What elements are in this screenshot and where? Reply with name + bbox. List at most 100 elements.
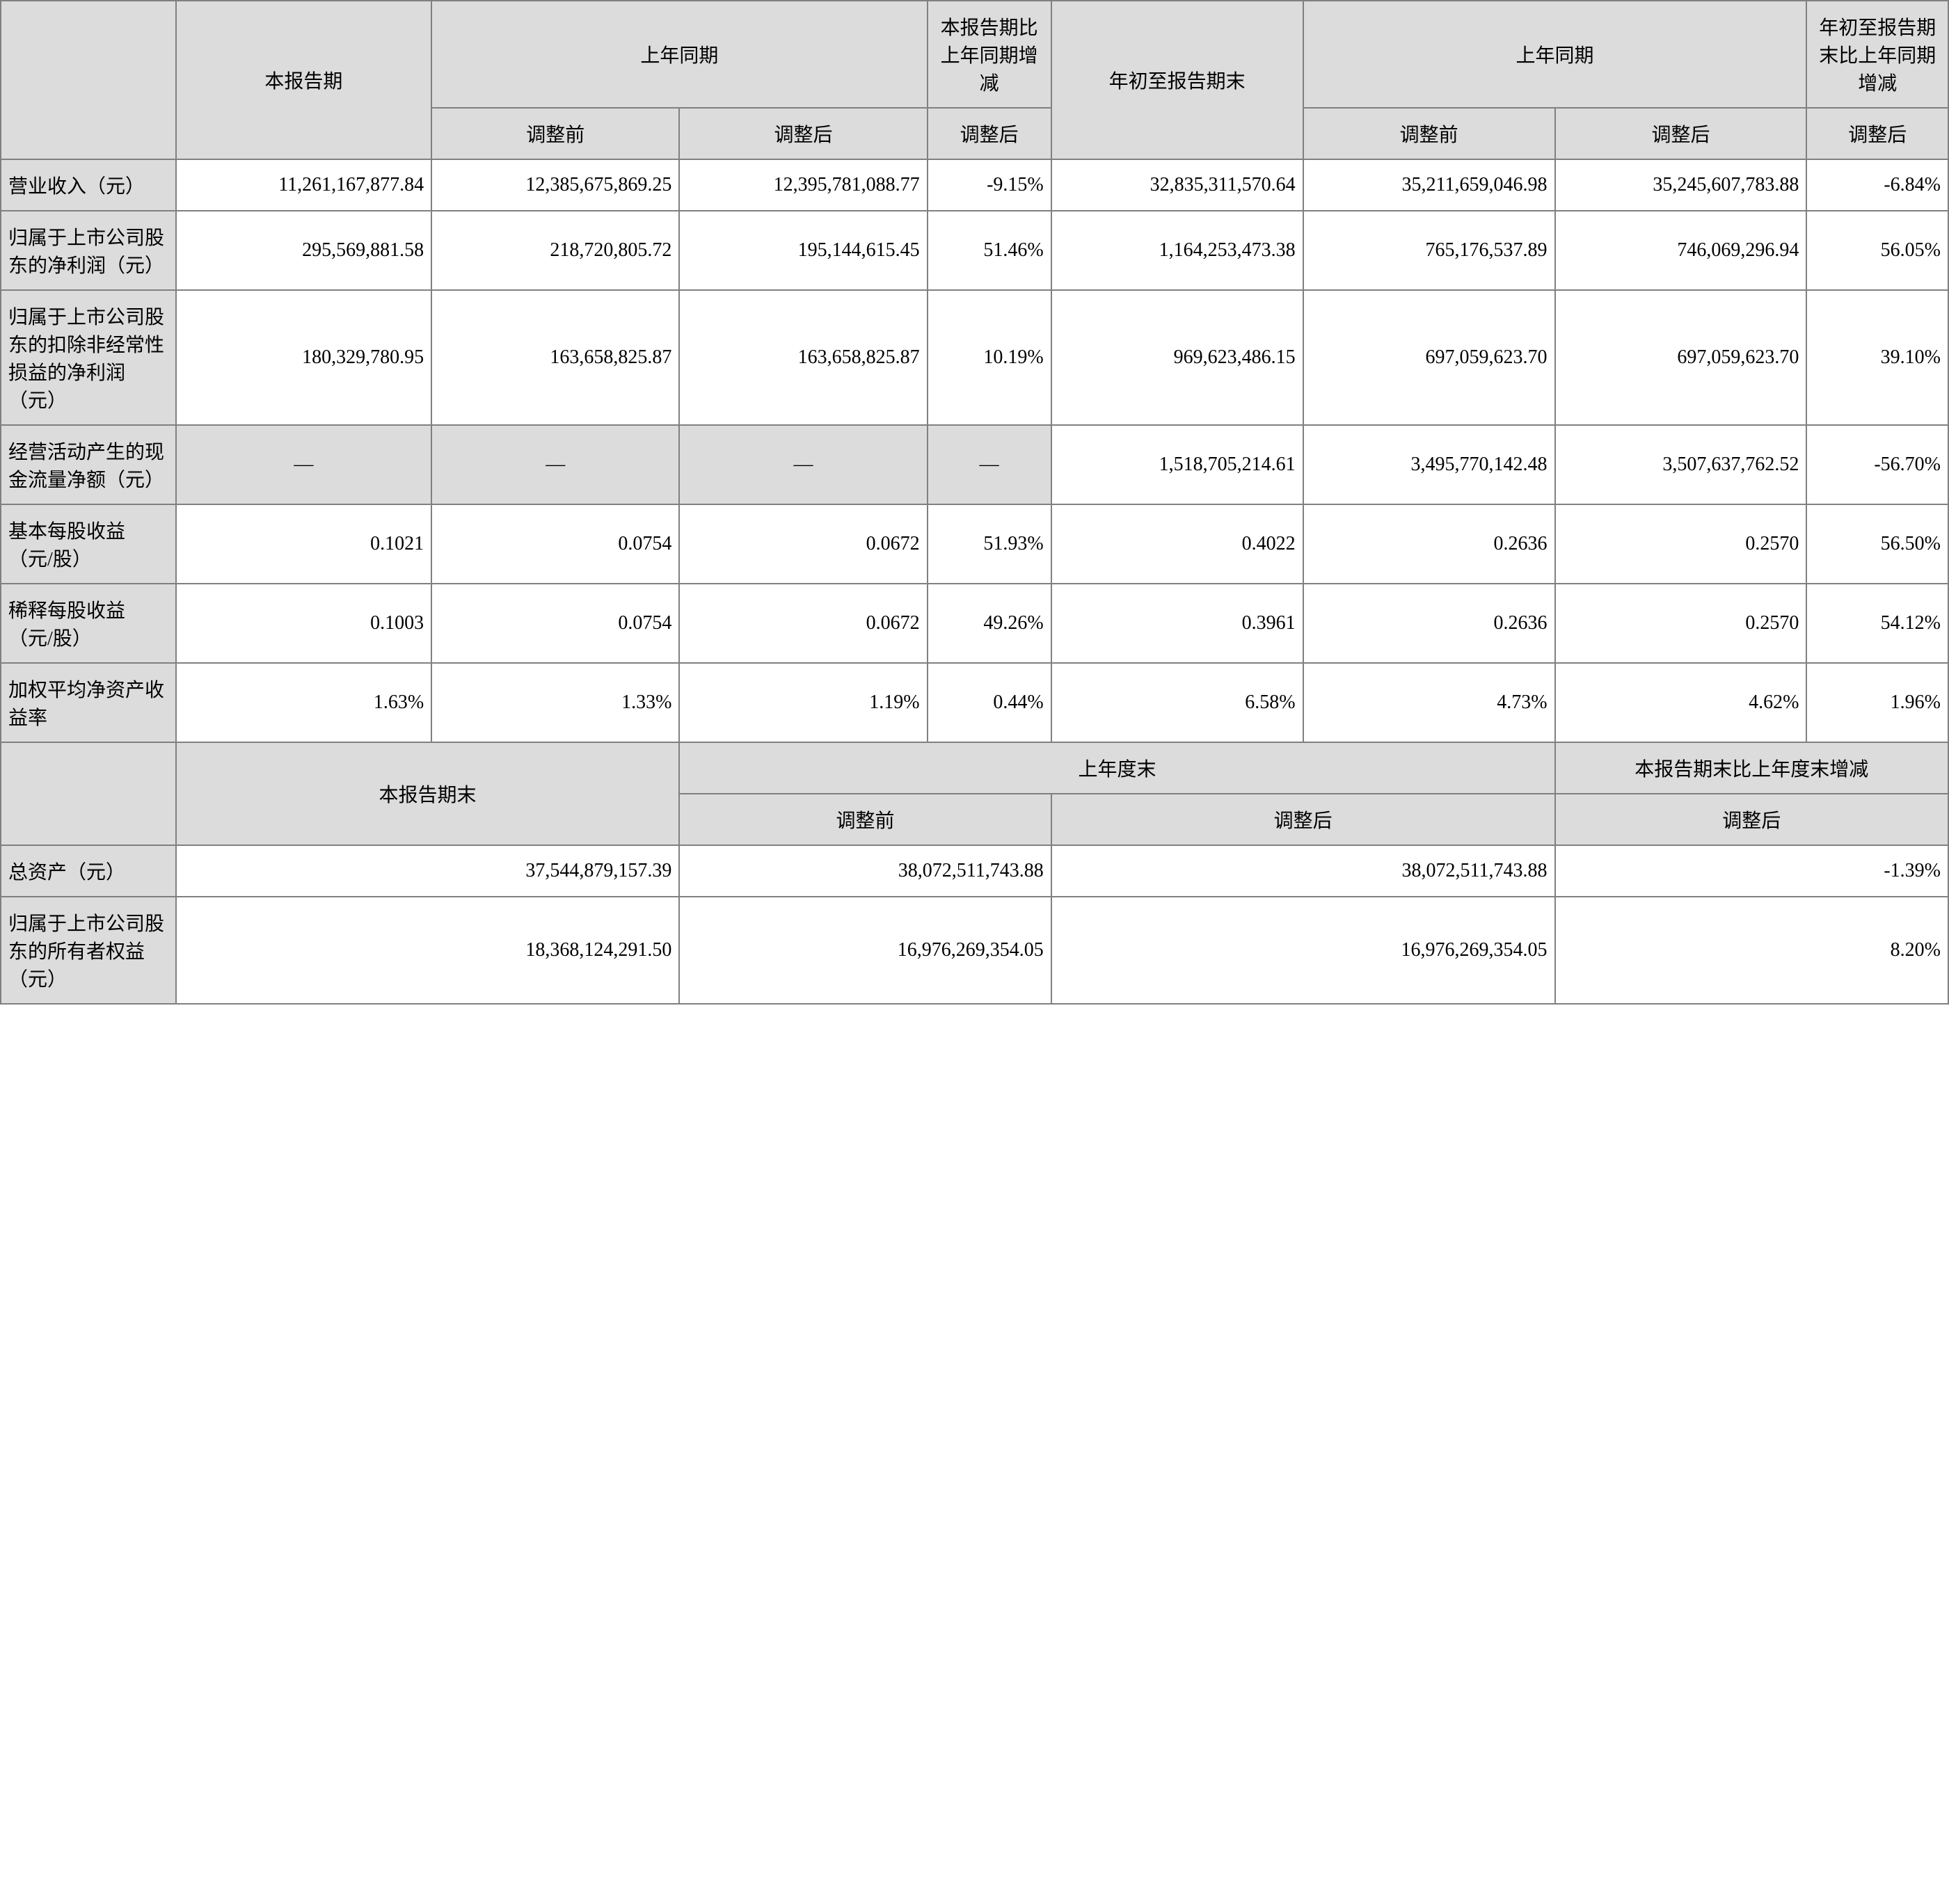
row-label: 基本每股收益（元/股）: [1, 504, 176, 584]
cell: 0.1021: [176, 504, 432, 584]
row-label: 稀释每股收益（元/股）: [1, 584, 176, 663]
cell: 0.0672: [679, 584, 927, 663]
cell: 49.26%: [928, 584, 1051, 663]
table-row: 归属于上市公司股东的扣除非经常性损益的净利润（元） 180,329,780.95…: [1, 290, 1948, 425]
table-body-1: 营业收入（元） 11,261,167,877.84 12,385,675,869…: [1, 159, 1948, 742]
cell: 0.2570: [1555, 504, 1807, 584]
cell: 3,495,770,142.48: [1303, 425, 1555, 504]
row-label: 加权平均净资产收益率: [1, 663, 176, 742]
cell: 0.3961: [1051, 584, 1303, 663]
row-label: 归属于上市公司股东的净利润（元）: [1, 211, 176, 290]
table-header-1: 本报告期 上年同期 本报告期比上年同期增减 年初至报告期末 上年同期 年初至报告…: [1, 1, 1948, 159]
header-current-period: 本报告期: [176, 1, 432, 159]
cell: 0.1003: [176, 584, 432, 663]
header-after-adj-6: 调整后: [1555, 794, 1948, 845]
table-row: 加权平均净资产收益率 1.63% 1.33% 1.19% 0.44% 6.58%…: [1, 663, 1948, 742]
table-row: 归属于上市公司股东的净利润（元） 295,569,881.58 218,720,…: [1, 211, 1948, 290]
cell: 1.63%: [176, 663, 432, 742]
cell-dash: —: [679, 425, 927, 504]
header-after-adj-2: 调整后: [928, 108, 1051, 159]
header-blank-2: [1, 742, 176, 845]
financial-table: 本报告期 上年同期 本报告期比上年同期增减 年初至报告期末 上年同期 年初至报告…: [0, 0, 1949, 1005]
cell-dash: —: [176, 425, 432, 504]
table-row: 稀释每股收益（元/股） 0.1003 0.0754 0.0672 49.26% …: [1, 584, 1948, 663]
cell: 218,720,805.72: [431, 211, 679, 290]
header-change-1: 本报告期比上年同期增减: [928, 1, 1051, 108]
cell: -9.15%: [928, 159, 1051, 211]
row-label: 营业收入（元）: [1, 159, 176, 211]
cell: 6.58%: [1051, 663, 1303, 742]
table-header-2: 本报告期末 上年度末 本报告期末比上年度末增减 调整前 调整后 调整后: [1, 742, 1948, 845]
cell: 0.2636: [1303, 504, 1555, 584]
cell: 56.50%: [1806, 504, 1948, 584]
row-label: 总资产（元）: [1, 845, 176, 897]
table-row: 总资产（元） 37,544,879,157.39 38,072,511,743.…: [1, 845, 1948, 897]
cell: 12,385,675,869.25: [431, 159, 679, 211]
cell: 1.19%: [679, 663, 927, 742]
header-change-3: 本报告期末比上年度末增减: [1555, 742, 1948, 794]
cell: 56.05%: [1806, 211, 1948, 290]
cell: 0.0754: [431, 584, 679, 663]
cell: 697,059,623.70: [1303, 290, 1555, 425]
row-label: 归属于上市公司股东的扣除非经常性损益的净利润（元）: [1, 290, 176, 425]
cell: -6.84%: [1806, 159, 1948, 211]
header-before-adj-1: 调整前: [431, 108, 679, 159]
table-body-2: 总资产（元） 37,544,879,157.39 38,072,511,743.…: [1, 845, 1948, 1004]
header-blank: [1, 1, 176, 159]
cell: 11,261,167,877.84: [176, 159, 432, 211]
header-end-period: 本报告期末: [176, 742, 680, 845]
cell: 163,658,825.87: [679, 290, 927, 425]
cell: 51.93%: [928, 504, 1051, 584]
header-prior-period-2: 上年同期: [1303, 1, 1807, 108]
header-before-adj-2: 调整前: [1303, 108, 1555, 159]
cell: 37,544,879,157.39: [176, 845, 680, 897]
cell-dash: —: [431, 425, 679, 504]
header-change-2: 年初至报告期末比上年同期增减: [1806, 1, 1948, 108]
cell: -56.70%: [1806, 425, 1948, 504]
header-after-adj-4: 调整后: [1806, 108, 1948, 159]
cell: 746,069,296.94: [1555, 211, 1807, 290]
cell: 32,835,311,570.64: [1051, 159, 1303, 211]
cell: 1,518,705,214.61: [1051, 425, 1303, 504]
cell: 3,507,637,762.52: [1555, 425, 1807, 504]
cell: 4.62%: [1555, 663, 1807, 742]
cell: 16,976,269,354.05: [1051, 897, 1555, 1004]
cell: 1,164,253,473.38: [1051, 211, 1303, 290]
cell: 18,368,124,291.50: [176, 897, 680, 1004]
cell: 12,395,781,088.77: [679, 159, 927, 211]
cell: 0.4022: [1051, 504, 1303, 584]
cell: 0.0754: [431, 504, 679, 584]
header-after-adj-1: 调整后: [679, 108, 927, 159]
cell: 0.2636: [1303, 584, 1555, 663]
header-after-adj-3: 调整后: [1555, 108, 1807, 159]
cell: 51.46%: [928, 211, 1051, 290]
table-row: 经营活动产生的现金流量净额（元） — — — — 1,518,705,214.6…: [1, 425, 1948, 504]
row-label: 归属于上市公司股东的所有者权益（元）: [1, 897, 176, 1004]
cell: 38,072,511,743.88: [679, 845, 1051, 897]
cell: 8.20%: [1555, 897, 1948, 1004]
cell: 0.2570: [1555, 584, 1807, 663]
cell: 54.12%: [1806, 584, 1948, 663]
cell: 16,976,269,354.05: [679, 897, 1051, 1004]
header-ytd: 年初至报告期末: [1051, 1, 1303, 159]
cell: 38,072,511,743.88: [1051, 845, 1555, 897]
row-label: 经营活动产生的现金流量净额（元）: [1, 425, 176, 504]
header-prior-period-1: 上年同期: [431, 1, 927, 108]
header-after-adj-5: 调整后: [1051, 794, 1555, 845]
cell: 35,245,607,783.88: [1555, 159, 1807, 211]
table-row: 归属于上市公司股东的所有者权益（元） 18,368,124,291.50 16,…: [1, 897, 1948, 1004]
cell: 35,211,659,046.98: [1303, 159, 1555, 211]
cell: 180,329,780.95: [176, 290, 432, 425]
cell: 1.96%: [1806, 663, 1948, 742]
cell: 195,144,615.45: [679, 211, 927, 290]
cell: 697,059,623.70: [1555, 290, 1807, 425]
cell-dash: —: [928, 425, 1051, 504]
cell: 969,623,486.15: [1051, 290, 1303, 425]
cell: 163,658,825.87: [431, 290, 679, 425]
cell: 765,176,537.89: [1303, 211, 1555, 290]
cell: 0.44%: [928, 663, 1051, 742]
cell: 0.0672: [679, 504, 927, 584]
cell: 39.10%: [1806, 290, 1948, 425]
table-row: 营业收入（元） 11,261,167,877.84 12,385,675,869…: [1, 159, 1948, 211]
cell: 10.19%: [928, 290, 1051, 425]
